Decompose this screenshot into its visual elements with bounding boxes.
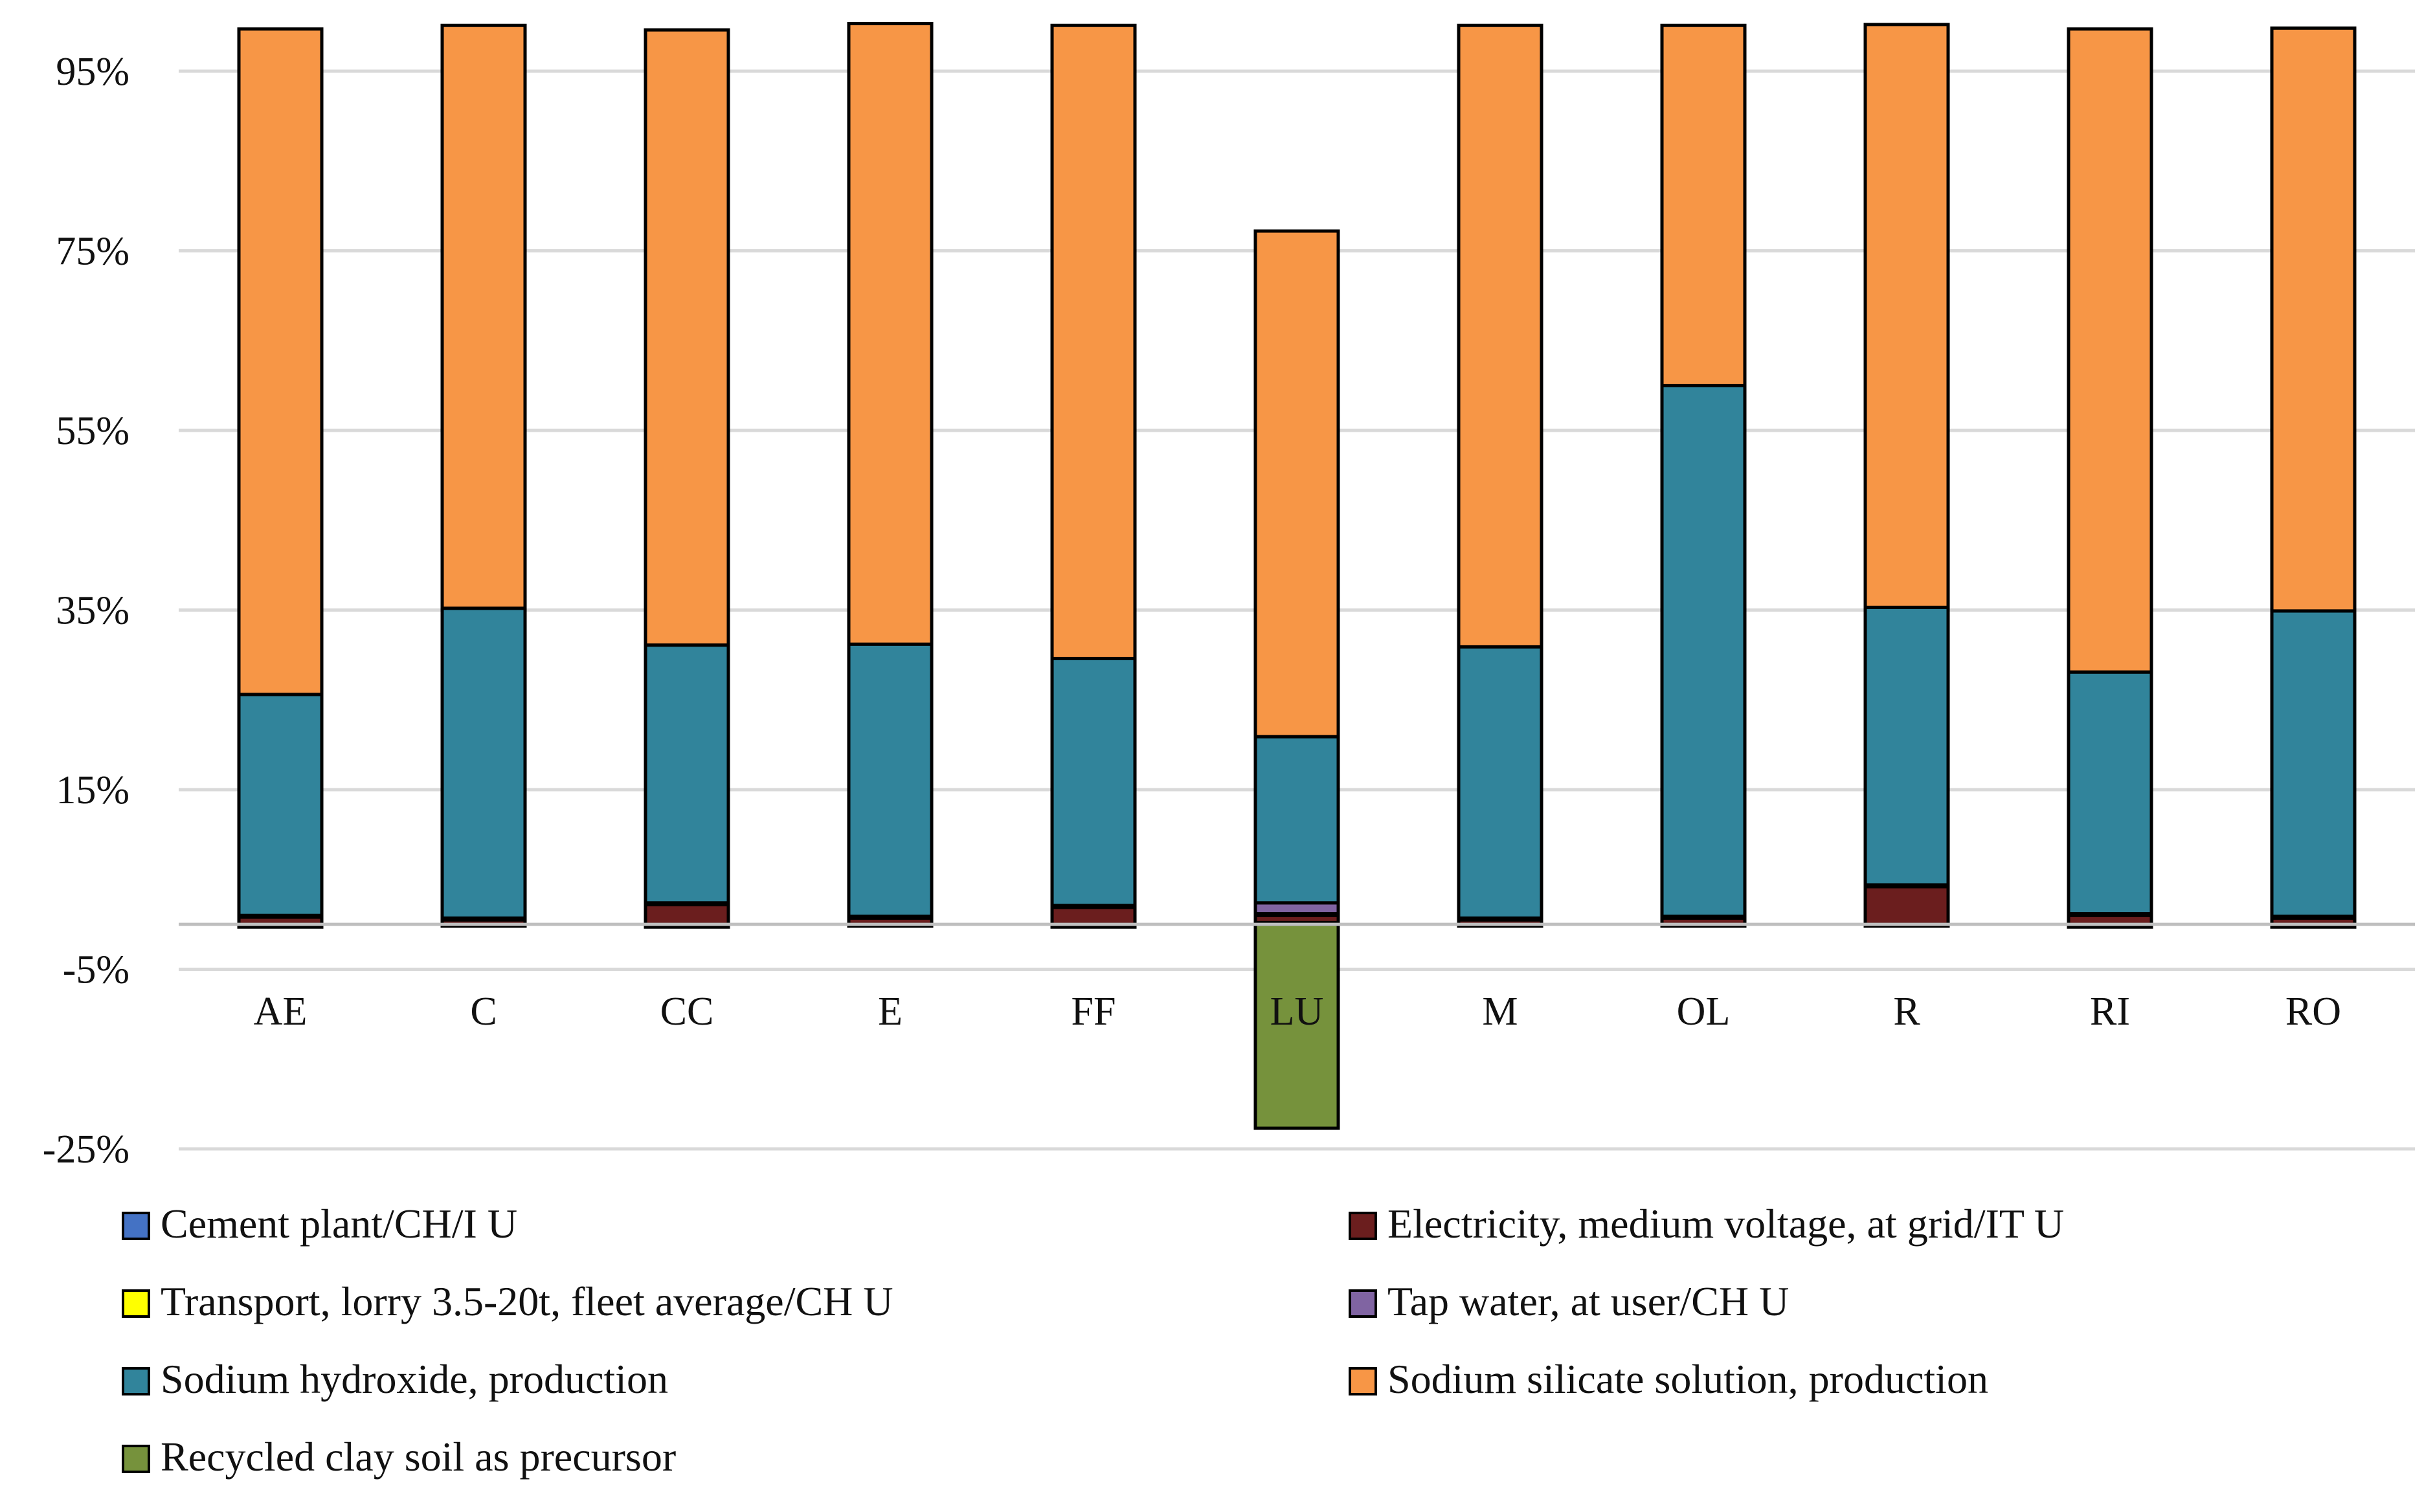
- x-tick-label: FF: [1072, 990, 1116, 1034]
- x-tick-label: R: [1893, 990, 1920, 1034]
- bar-segment: [644, 903, 730, 926]
- y-tick-label: -5%: [63, 948, 129, 992]
- bar-segment: [644, 28, 730, 647]
- x-tick-label: M: [1482, 990, 1518, 1034]
- y-axis-ticks: -25% -5% 15% 35% 55% 75% 95%: [43, 50, 129, 1172]
- legend-swatch: [122, 1445, 150, 1473]
- bar-segment: [1863, 885, 1950, 926]
- y-tick-label: 15%: [56, 768, 129, 812]
- legend-swatch: [122, 1289, 150, 1318]
- x-tick-label: E: [878, 990, 903, 1034]
- x-tick-label: CC: [660, 990, 714, 1034]
- bar-segment: [440, 23, 527, 610]
- bar-segment: [237, 27, 324, 696]
- legend-label: Transport, lorry 3.5-20t, fleet average/…: [161, 1278, 893, 1324]
- bar-segment: [644, 643, 730, 905]
- x-tick-label: C: [470, 990, 497, 1034]
- bar-segment: [440, 606, 527, 920]
- legend: Cement plant/CH/I U Electricity, medium v…: [122, 1201, 2064, 1480]
- legend-label: Recycled clay soil as precursor: [161, 1434, 676, 1480]
- y-tick-label: -25%: [43, 1128, 129, 1172]
- bar-segment: [2270, 609, 2357, 918]
- x-tick-label: RI: [2090, 990, 2130, 1034]
- legend-swatch: [122, 1212, 150, 1240]
- bars: [237, 21, 2357, 1130]
- bar-segment: [2067, 27, 2153, 674]
- legend-label: Tap water, at user/CH U: [1387, 1278, 1789, 1324]
- legend-swatch: [122, 1367, 150, 1395]
- bar-segment: [1863, 605, 1950, 887]
- y-tick-label: 75%: [56, 230, 129, 274]
- y-tick-label: 55%: [56, 409, 129, 453]
- bar-segment: [237, 693, 324, 917]
- x-tick-label: LU: [1270, 990, 1324, 1034]
- legend-label: Electricity, medium voltage, at grid/IT …: [1387, 1201, 2064, 1247]
- bar-segment: [1253, 735, 1340, 905]
- bar-segment: [847, 642, 934, 918]
- bar-segment: [1253, 922, 1340, 1130]
- y-tick-label: 35%: [56, 589, 129, 633]
- legend-swatch: [1349, 1367, 1377, 1395]
- legend-label: Cement plant/CH/I U: [161, 1201, 517, 1247]
- bar-segment: [1457, 23, 1543, 649]
- bar-segment: [2270, 26, 2357, 613]
- bar-segment: [1457, 645, 1543, 920]
- bar-segment: [2067, 670, 2153, 915]
- bar-segment: [1253, 229, 1340, 739]
- bar-segment: [1050, 23, 1137, 660]
- x-axis-ticks: AE C CC E FF LU M OL R RI RO: [254, 990, 2341, 1034]
- bar-segment: [1050, 656, 1137, 907]
- x-tick-label: OL: [1677, 990, 1731, 1034]
- bar-segment: [1660, 384, 1747, 918]
- bar-segment: [1863, 23, 1950, 609]
- bar-segment: [1660, 23, 1747, 388]
- x-tick-label: RO: [2285, 990, 2341, 1034]
- legend-label: Sodium hydroxide, production: [161, 1356, 668, 1402]
- legend-swatch: [1349, 1212, 1377, 1240]
- y-tick-label: 95%: [56, 50, 129, 94]
- bar-segment: [1050, 906, 1137, 926]
- x-tick-label: AE: [254, 990, 308, 1034]
- bar-segment: [847, 21, 934, 646]
- legend-swatch: [1349, 1289, 1377, 1318]
- legend-label: Sodium silicate solution, production: [1387, 1356, 1988, 1402]
